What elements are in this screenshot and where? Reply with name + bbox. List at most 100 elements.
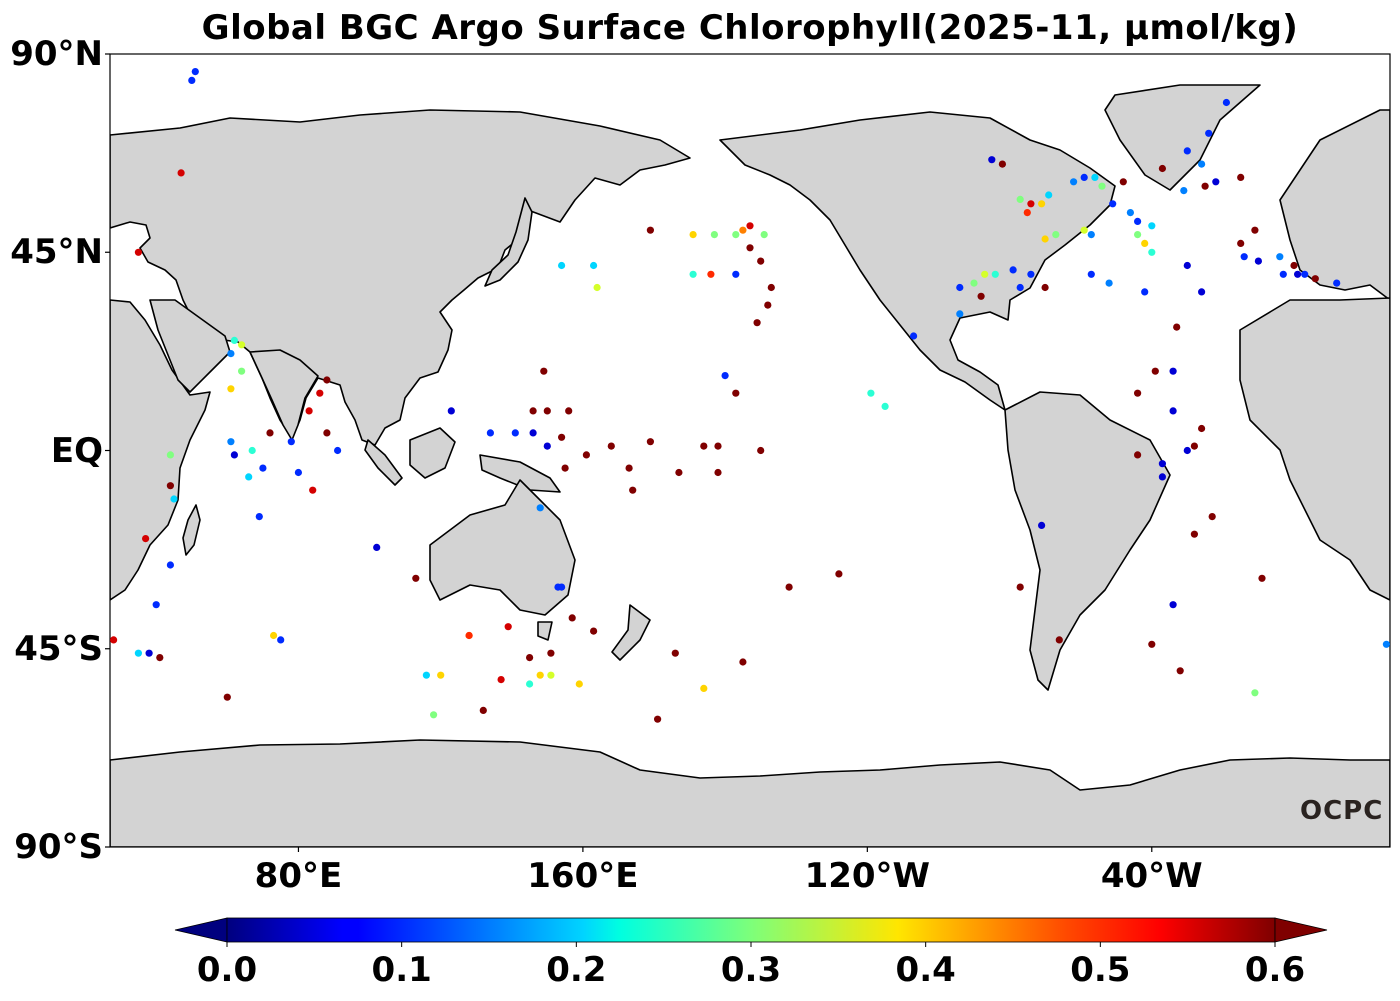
argo-float-point (1183, 261, 1191, 270)
argo-float-point (238, 341, 246, 349)
argo-float-point (582, 451, 591, 459)
lat-tick-label: 45°N (10, 232, 103, 273)
argo-float-point (529, 407, 537, 415)
lat-tick-label: 90°S (14, 827, 103, 867)
argo-float-point (543, 442, 551, 450)
argo-float-point (230, 451, 238, 459)
japan (484, 197, 533, 287)
argo-float-point (1169, 407, 1177, 415)
argo-float-point (1023, 209, 1031, 217)
argo-float-point (511, 429, 519, 437)
argo-float-point (956, 283, 964, 292)
colorbar-tick-label: 0.3 (720, 950, 782, 990)
argo-float-point (191, 68, 199, 76)
argo-float-point (486, 429, 494, 437)
argo-float-point (625, 464, 633, 472)
argo-float-point (689, 270, 697, 278)
argo-float-point (479, 706, 487, 715)
argo-float-point (1198, 160, 1206, 168)
argo-float-point (1091, 173, 1099, 181)
argo-float-point (1180, 187, 1188, 195)
argo-float-point (1290, 261, 1298, 270)
argo-float-point (988, 156, 996, 164)
argo-float-point (565, 407, 573, 415)
argo-float-point (1055, 636, 1063, 644)
argo-float-point (1208, 513, 1216, 521)
argo-float-point (675, 468, 683, 477)
colorbar-tick-label: 0.4 (895, 950, 956, 990)
argo-float-point (227, 350, 235, 358)
argo-float-point (1041, 235, 1049, 243)
greenland (1104, 84, 1261, 191)
argo-float-point (1134, 451, 1142, 459)
argo-float-point (323, 429, 331, 437)
argo-float-point (245, 473, 253, 481)
argo-float-point (1016, 583, 1024, 591)
argo-float-point (554, 583, 562, 591)
argo-float-point (764, 301, 772, 309)
argo-float-point (1045, 191, 1053, 199)
argo-float-point (1087, 231, 1095, 239)
argo-float-point (1148, 640, 1156, 648)
argo-float-point (1052, 231, 1060, 239)
argo-float-point (1158, 164, 1166, 173)
argo-float-point (867, 389, 875, 397)
argo-float-point (166, 482, 174, 490)
argo-float-point (1087, 270, 1095, 278)
argo-float-point (1038, 521, 1046, 530)
antarctica (110, 739, 1390, 847)
argo-float-point (1098, 182, 1106, 190)
argo-float-point (753, 319, 761, 327)
argo-float-point (1222, 98, 1230, 107)
argo-float-point (654, 715, 662, 723)
argo-float-point (1134, 217, 1142, 225)
colorbar (174, 917, 1328, 947)
argo-float-point (700, 442, 708, 450)
argo-float-point (1251, 689, 1259, 697)
argo-float-point (1198, 288, 1206, 296)
argo-float-point (1169, 367, 1177, 375)
ocpc-logo: OCPC (1300, 796, 1384, 826)
argo-float-point (1027, 200, 1035, 208)
argo-float-point (1148, 248, 1156, 256)
colorbar-tick-label: 0.5 (1070, 950, 1131, 990)
argo-float-point (540, 367, 548, 375)
argo-float-point (732, 231, 740, 239)
argo-float-point (248, 446, 256, 455)
argo-float-point (1158, 460, 1166, 468)
argo-float-point (1151, 367, 1159, 375)
argo-float-point (558, 433, 566, 441)
argo-float-point (689, 231, 697, 239)
lon-tick-label: 40°W (1100, 856, 1203, 896)
argo-float-point (561, 464, 569, 472)
lon-tick-label: 80°E (254, 856, 343, 896)
africa-landmass (110, 299, 211, 601)
new-guinea (479, 454, 561, 493)
argo-float-point (238, 367, 246, 375)
argo-float-point (746, 244, 754, 252)
argo-float-point (714, 468, 722, 477)
argo-float-point (629, 486, 637, 494)
argo-float-point (707, 270, 715, 278)
argo-float-point (881, 402, 889, 410)
argo-float-point (1258, 574, 1266, 582)
argo-float-point (700, 684, 708, 693)
argo-float-point (1148, 222, 1156, 230)
argo-float-point (956, 310, 964, 318)
madagascar (182, 504, 201, 556)
argo-float-point (255, 513, 263, 521)
argo-float-point (422, 671, 430, 679)
argo-float-point (497, 676, 505, 684)
argo-float-point (1183, 446, 1191, 455)
argo-float-point (504, 623, 512, 631)
argo-float-point (547, 649, 555, 657)
argo-float-point (991, 270, 999, 278)
argo-float-point (575, 680, 583, 688)
argo-float-point (465, 631, 473, 640)
argo-float-point (266, 429, 274, 437)
argo-float-point (1382, 640, 1390, 648)
colorbar-tick-label: 0.1 (371, 950, 432, 990)
argo-float-point (568, 614, 576, 622)
argo-float-point (646, 438, 655, 446)
